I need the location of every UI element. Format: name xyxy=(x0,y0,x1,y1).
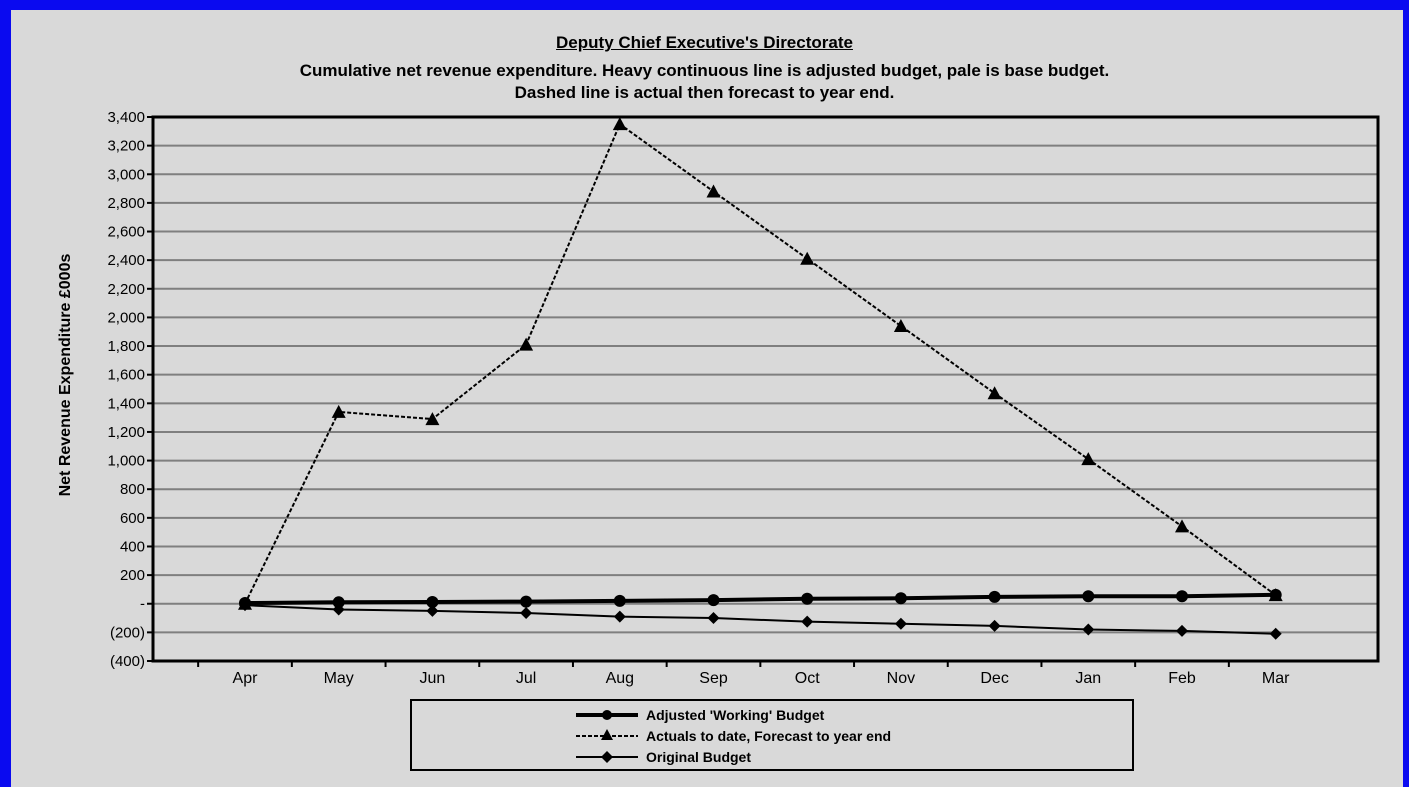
y-tick-label: 600 xyxy=(120,510,145,527)
y-tick-label: 3,200 xyxy=(107,138,145,155)
data-point-triangle xyxy=(331,404,346,418)
legend-item-actuals-forecast: Actuals to date, Forecast to year end xyxy=(412,726,1132,748)
y-tick-label: - xyxy=(140,596,145,613)
data-point-triangle xyxy=(800,251,815,265)
data-point-circle xyxy=(894,592,907,605)
legend-item-original-budget: Original Budget xyxy=(412,747,1132,769)
x-tick-label: Jun xyxy=(420,670,446,687)
data-point-triangle xyxy=(425,412,440,426)
chart-subtitle-line-2: Dashed line is actual then forecast to y… xyxy=(514,83,895,102)
y-tick-label: 800 xyxy=(120,481,145,498)
x-tick-label: Oct xyxy=(795,670,820,687)
data-point-triangle xyxy=(519,337,534,351)
data-point-circle xyxy=(1082,590,1095,603)
data-point-circle xyxy=(1176,590,1188,603)
chart-subtitle-line-1: Cumulative net revenue expenditure. Heav… xyxy=(299,61,1110,80)
data-point-circle xyxy=(520,595,533,608)
data-point-triangle xyxy=(1175,519,1189,533)
legend-swatch-diamond-icon xyxy=(576,751,638,763)
data-point-diamond xyxy=(332,603,345,616)
x-tick-label: Jan xyxy=(1075,670,1101,687)
data-point-diamond xyxy=(801,615,814,628)
data-point-circle xyxy=(988,590,1001,603)
data-point-triangle xyxy=(612,117,627,131)
data-point-triangle xyxy=(706,184,721,198)
x-tick-label: Sep xyxy=(699,670,728,687)
data-point-diamond xyxy=(613,610,626,623)
data-point-triangle xyxy=(987,386,1002,400)
data-point-circle xyxy=(801,592,814,605)
x-tick-label: Dec xyxy=(980,670,1008,687)
series-line-2 xyxy=(244,604,1276,635)
series-line-1 xyxy=(244,123,1277,605)
y-tick-label: 400 xyxy=(120,538,145,555)
chart-title: Deputy Chief Executive's Directorate xyxy=(556,33,853,52)
data-point-diamond xyxy=(1176,624,1188,637)
data-point-diamond xyxy=(426,604,439,617)
x-tick-label: Aug xyxy=(606,670,634,687)
legend-label: Actuals to date, Forecast to year end xyxy=(646,728,892,744)
y-tick-label: 1,800 xyxy=(107,338,145,355)
y-tick-label: 3,000 xyxy=(107,166,145,183)
y-tick-label: 2,600 xyxy=(107,224,145,241)
y-tick-label: 2,200 xyxy=(107,281,145,298)
x-tick-label: Feb xyxy=(1168,670,1196,687)
data-point-circle xyxy=(332,596,345,609)
y-tick-label: 1,200 xyxy=(107,424,145,441)
data-point-diamond xyxy=(1269,627,1282,640)
y-tick-label: (200) xyxy=(110,624,145,641)
y-tick-label: (400) xyxy=(110,653,145,670)
legend: Adjusted 'Working' Budget Actuals to dat… xyxy=(410,699,1134,771)
data-point-circle xyxy=(613,594,626,607)
x-tick-label: May xyxy=(324,670,354,687)
x-tick-label: Mar xyxy=(1262,670,1290,687)
plot-area xyxy=(153,117,1378,661)
y-tick-label: 2,000 xyxy=(107,309,145,326)
data-point-circle xyxy=(707,594,720,607)
data-point-diamond xyxy=(239,599,251,612)
data-point-circle xyxy=(426,596,439,609)
legend-swatch-circle-icon xyxy=(576,710,638,720)
y-tick-label: 1,400 xyxy=(107,395,145,412)
data-point-diamond xyxy=(1082,623,1095,636)
x-tick-label: Nov xyxy=(887,670,915,687)
data-point-triangle xyxy=(1268,588,1283,602)
legend-label: Adjusted 'Working' Budget xyxy=(646,707,825,723)
y-tick-label: 1,000 xyxy=(107,453,145,470)
data-point-diamond xyxy=(988,619,1001,632)
y-tick-label: 200 xyxy=(120,567,145,584)
legend-label: Original Budget xyxy=(646,749,751,765)
y-tick-label: 2,400 xyxy=(107,252,145,269)
data-point-diamond xyxy=(894,617,907,630)
data-point-triangle xyxy=(1081,452,1096,466)
y-tick-label: 1,600 xyxy=(107,367,145,384)
legend-swatch-triangle-icon xyxy=(576,729,638,740)
x-tick-label: Jul xyxy=(516,670,536,687)
series-line-0 xyxy=(244,592,1276,606)
y-tick-label: 3,400 xyxy=(107,109,145,126)
data-point-diamond xyxy=(707,612,720,625)
plot-border xyxy=(151,115,1380,663)
y-tick-label: 2,800 xyxy=(107,195,145,212)
legend-item-adjusted-budget: Adjusted 'Working' Budget xyxy=(412,705,1132,727)
data-point-triangle xyxy=(893,319,908,333)
data-point-diamond xyxy=(520,607,533,620)
x-tick-label: Apr xyxy=(233,670,259,687)
